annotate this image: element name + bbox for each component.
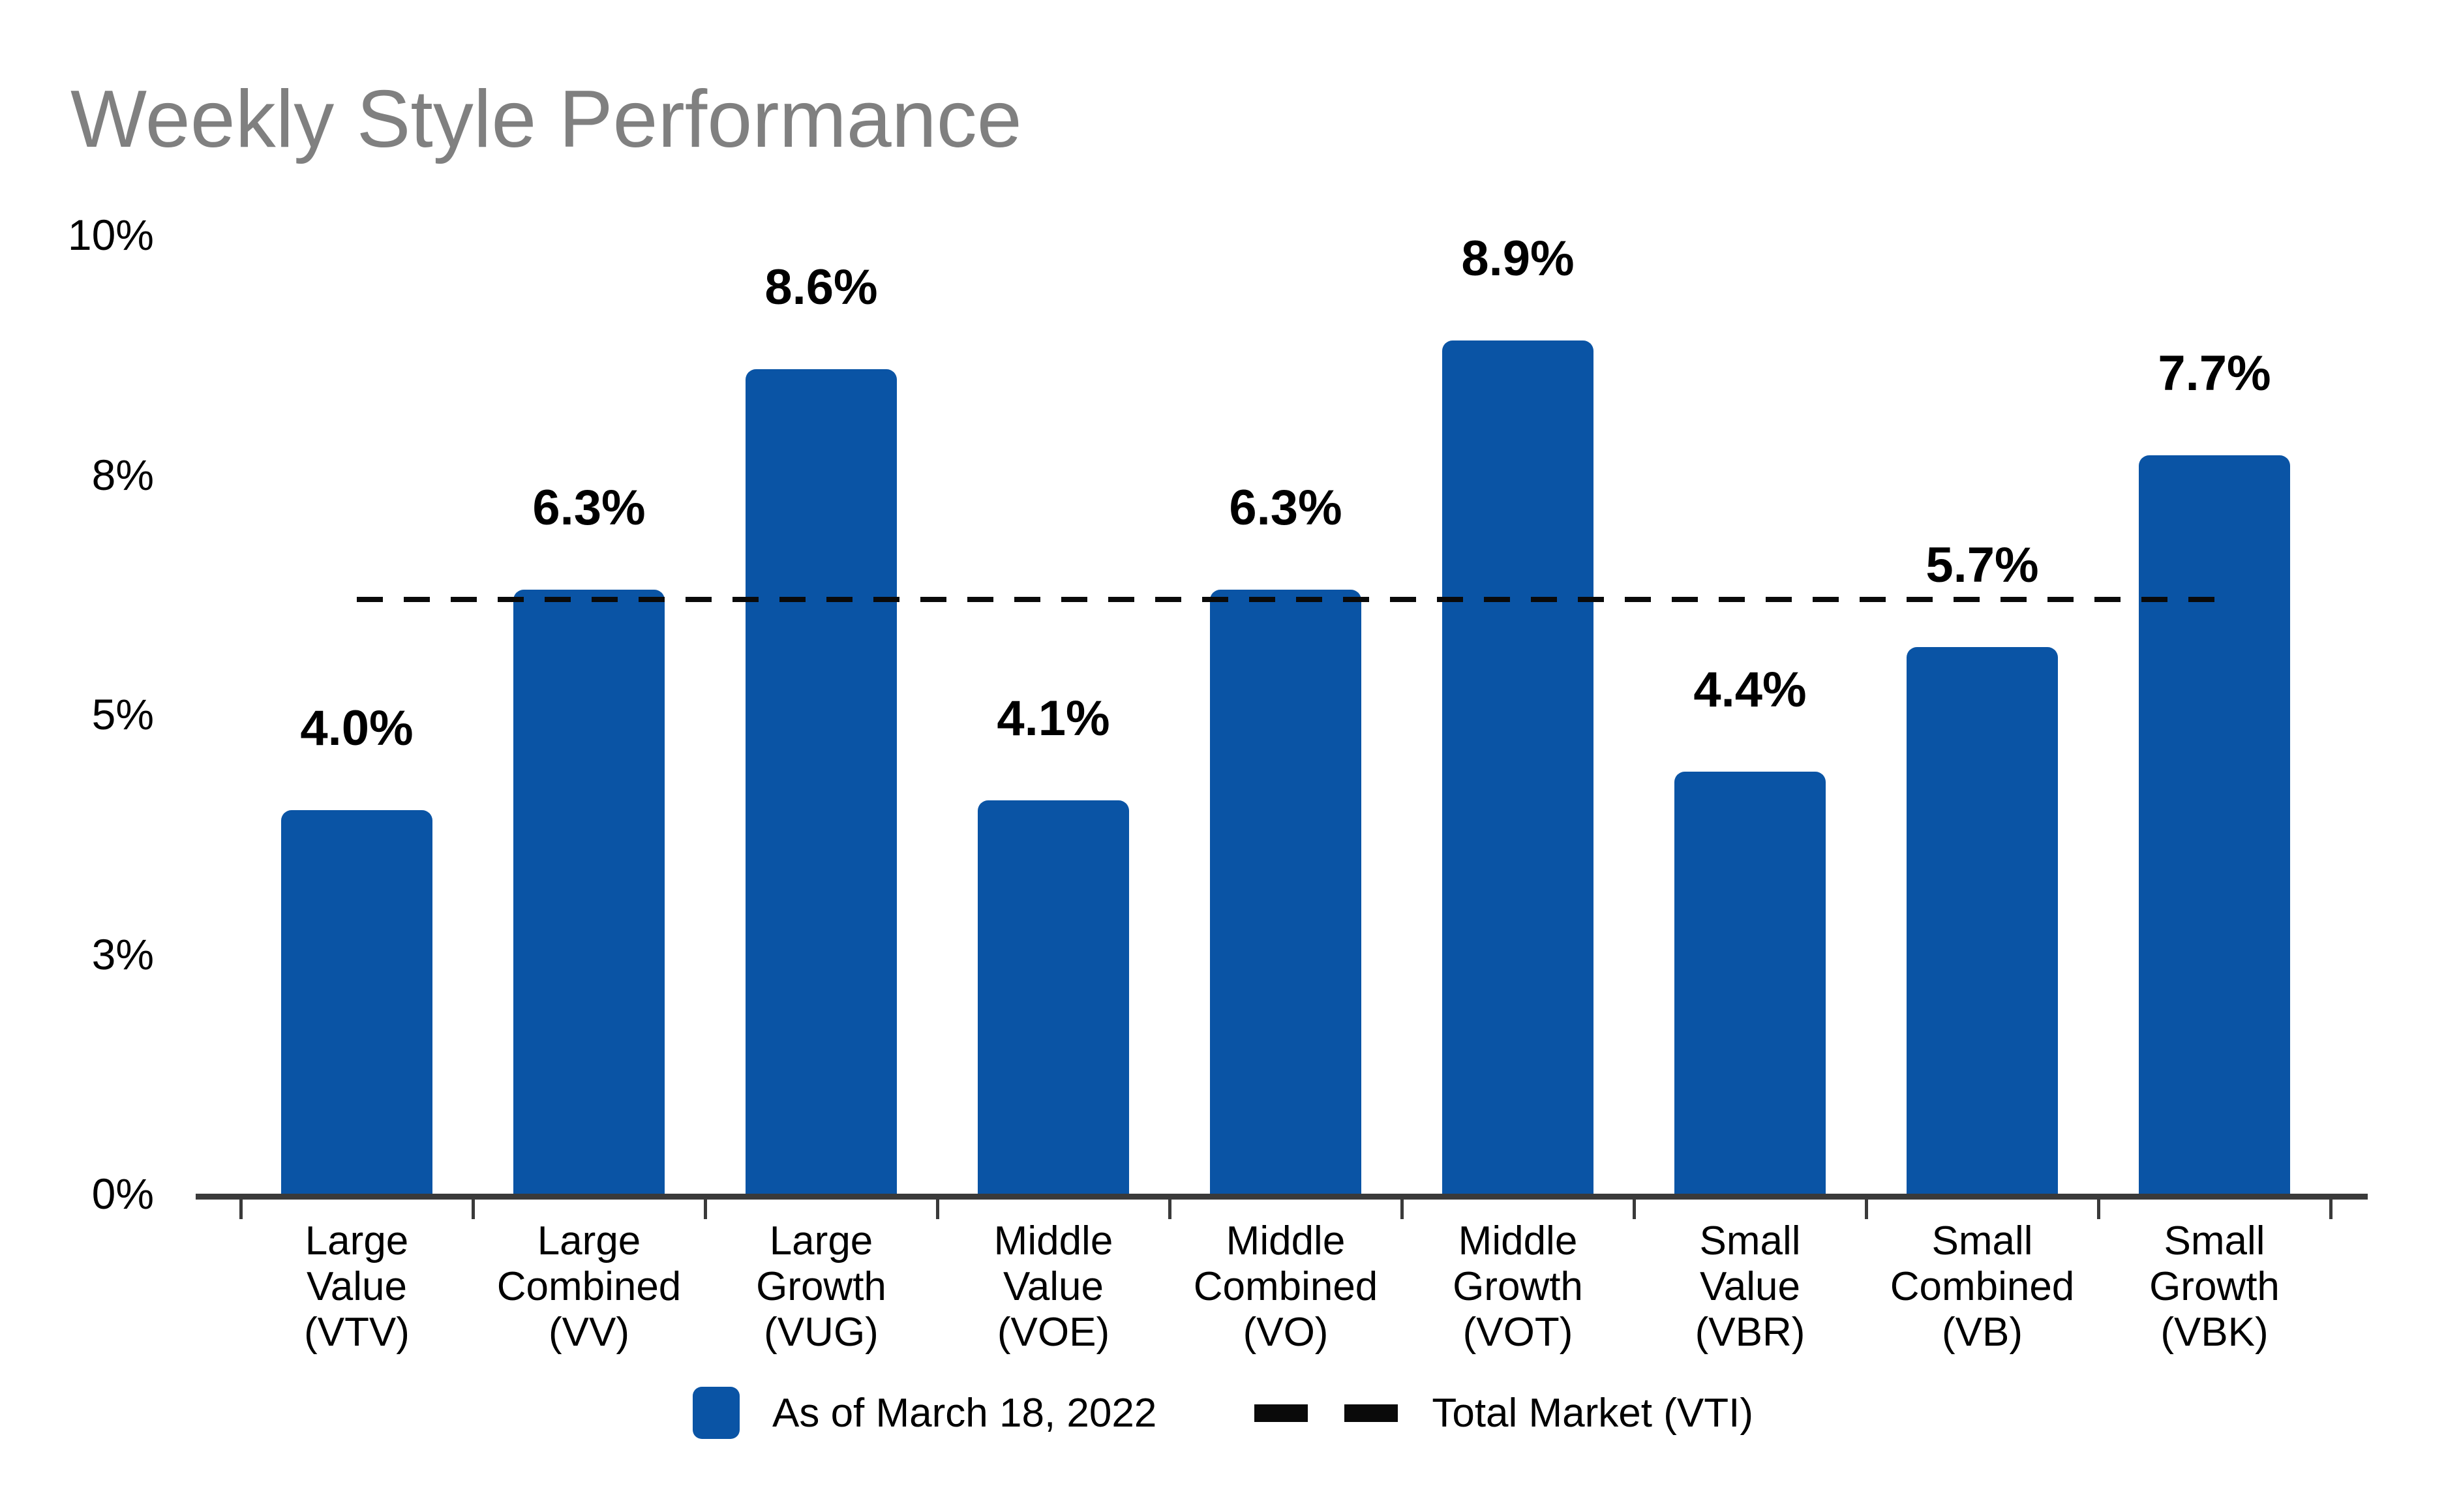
x-axis-tick-mark (1633, 1200, 1636, 1219)
x-category-label-large-combined-vv: Large Combined (VV) (459, 1218, 719, 1355)
chart-title: Weekly Style Performance (70, 74, 1022, 164)
bar-value-label-middle-growth-vot: 8.9% (1461, 230, 1575, 286)
x-axis-tick-mark (1168, 1200, 1171, 1219)
bar-value-label-small-combined-vb: 5.7% (1925, 537, 2039, 594)
bar-value-label-large-value-vtv: 4.0% (300, 701, 414, 756)
y-axis-tick-label-10%: 10% (67, 211, 154, 259)
x-category-label-line: Large (537, 1218, 641, 1263)
x-axis-tick-mark (472, 1200, 475, 1219)
bar-large-value-vtv (281, 810, 432, 1194)
x-category-label-line: (VUG) (764, 1310, 879, 1355)
x-axis-line (196, 1194, 2368, 1200)
x-category-label-line: Growth (756, 1264, 886, 1309)
x-axis-tick-mark (2097, 1200, 2100, 1219)
bar-value-label-small-value-vbr: 4.4% (1693, 662, 1807, 718)
bar-small-value-vbr (1674, 772, 1826, 1194)
bar-value-label-middle-value-voe: 4.1% (997, 691, 1110, 747)
bar-small-growth-vbk (2139, 455, 2290, 1194)
x-category-label-line: (VOE) (997, 1310, 1110, 1355)
legend-total-market-label: Total Market (VTI) (1432, 1390, 1753, 1436)
x-category-label-small-growth-vbk: Small Growth (VBK) (2084, 1218, 2345, 1355)
x-axis-tick-mark (704, 1200, 707, 1219)
x-category-label-line: (VTV) (304, 1310, 410, 1355)
x-category-label-line: Middle (1458, 1218, 1578, 1263)
bar-large-combined-vv (513, 589, 665, 1194)
x-category-label-line: (VO) (1243, 1310, 1329, 1355)
total-market-reference-line (357, 596, 2214, 602)
x-category-label-line: (VV) (549, 1310, 629, 1355)
legend-as-of-label: As of March 18, 2022 (772, 1390, 1157, 1436)
x-axis-tick-mark (1400, 1200, 1404, 1219)
x-category-label-line: Middle (1226, 1218, 1346, 1263)
bar-value-label-middle-combined-vo: 6.3% (1229, 479, 1342, 536)
bar-middle-combined-vo (1210, 589, 1361, 1194)
x-category-label-middle-combined-vo: Middle Combined (VO) (1155, 1218, 1416, 1355)
x-category-label-line: (VBK) (2160, 1310, 2269, 1355)
x-category-label-line: (VBR) (1695, 1310, 1805, 1355)
x-category-label-line: Growth (2149, 1264, 2280, 1309)
legend: As of March 18, 2022 Total Market (VTI) (0, 1383, 2446, 1443)
y-axis-tick-label-3%: 3% (91, 930, 154, 978)
x-category-label-large-value-vtv: Large Value (VTV) (226, 1218, 487, 1355)
x-category-label-small-value-vbr: Small Value (VBR) (1620, 1218, 1880, 1355)
x-category-label-middle-growth-vot: Middle Growth (VOT) (1387, 1218, 1648, 1355)
legend-dash-icon (1254, 1404, 1398, 1422)
x-axis-tick-mark (239, 1200, 243, 1219)
y-axis-tick-label-8%: 8% (91, 450, 154, 499)
x-category-label-line: Combined (496, 1264, 682, 1309)
x-category-label-large-growth-vug: Large Growth (VUG) (691, 1218, 952, 1355)
legend-bar-swatch-icon (693, 1387, 740, 1439)
bar-value-label-large-combined-vv: 6.3% (532, 479, 646, 536)
bar-small-combined-vb (1907, 647, 2058, 1194)
x-category-label-line: Growth (1453, 1264, 1583, 1309)
bar-value-label-large-growth-vug: 8.6% (764, 259, 878, 315)
x-category-label-line: Combined (1890, 1264, 2075, 1309)
x-category-label-line: Value (1003, 1264, 1104, 1309)
x-category-label-line: (VB) (1942, 1310, 2023, 1355)
x-axis-tick-mark (1865, 1200, 1868, 1219)
x-category-label-line: Large (769, 1218, 873, 1263)
x-category-label-middle-value-voe: Middle Value (VOE) (923, 1218, 1184, 1355)
x-axis-tick-mark (936, 1200, 939, 1219)
x-category-label-line: Small (2164, 1218, 2265, 1263)
x-category-label-line: (VOT) (1462, 1310, 1573, 1355)
bar-middle-growth-vot (1442, 340, 1593, 1194)
x-category-label-line: Value (1700, 1264, 1800, 1309)
x-category-label-line: Value (307, 1264, 407, 1309)
bar-middle-value-voe (978, 800, 1129, 1194)
x-category-label-line: Middle (993, 1218, 1113, 1263)
x-category-label-line: Small (1699, 1218, 1801, 1263)
bar-value-label-small-growth-vbk: 7.7% (2158, 346, 2271, 402)
x-category-label-line: Small (1931, 1218, 2033, 1263)
bar-large-growth-vug (746, 369, 897, 1194)
x-category-label-line: Large (305, 1218, 409, 1263)
x-category-label-line: Combined (1193, 1264, 1378, 1309)
x-category-label-small-combined-vb: Small Combined (VB) (1852, 1218, 2113, 1355)
y-axis-tick-label-0%: 0% (91, 1170, 154, 1218)
x-axis-tick-mark (2329, 1200, 2333, 1219)
y-axis-tick-label-5%: 5% (91, 690, 154, 738)
